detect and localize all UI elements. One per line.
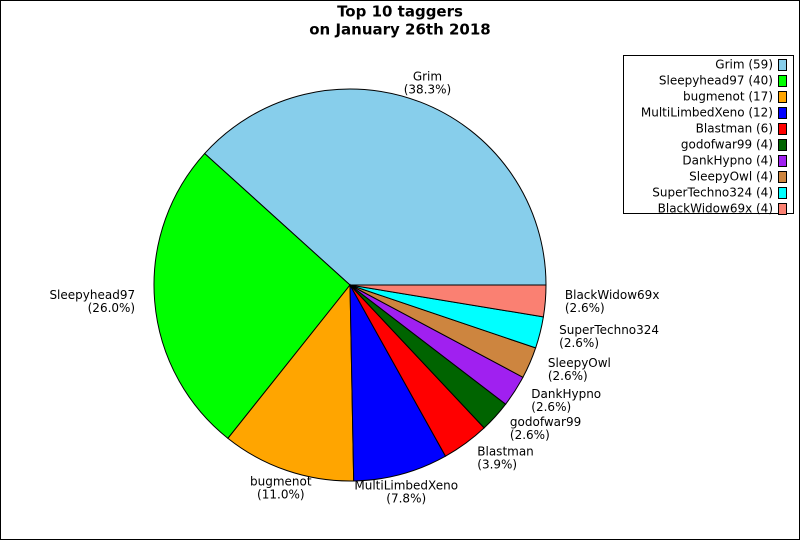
slice-percent: (38.3%) bbox=[404, 82, 451, 96]
legend-label: MultiLimbedXeno (12) bbox=[641, 106, 773, 120]
chart-subtitle: on January 26th 2018 bbox=[309, 21, 490, 39]
legend-label: BlackWidow69x (4) bbox=[658, 202, 773, 216]
slice-percent: (3.9%) bbox=[477, 458, 517, 472]
legend-label: Grim (59) bbox=[715, 58, 773, 72]
pie-slice bbox=[203, 88, 547, 286]
slice-label: MultiLimbedXeno bbox=[354, 479, 458, 493]
legend-label: DankHypno (4) bbox=[682, 154, 773, 168]
legend-swatch bbox=[778, 171, 787, 183]
legend-label: SuperTechno324 (4) bbox=[652, 186, 773, 200]
legend-swatch bbox=[778, 59, 787, 71]
legend-swatch bbox=[778, 75, 787, 87]
slice-label: Sleepyhead97 bbox=[49, 288, 135, 302]
legend-swatch bbox=[778, 107, 787, 119]
slice-label: Grim bbox=[413, 69, 442, 83]
legend-label: godofwar99 (4) bbox=[681, 138, 773, 152]
legend-swatch bbox=[778, 155, 787, 167]
legend-swatch bbox=[778, 91, 787, 103]
pie-slice bbox=[227, 283, 355, 482]
slice-label: bugmenot bbox=[250, 475, 312, 489]
slice-percent: (7.8%) bbox=[386, 492, 426, 506]
slice-label: BlackWidow69x bbox=[565, 288, 660, 302]
slice-label: DankHypno bbox=[531, 387, 601, 401]
pie-slice bbox=[349, 284, 447, 482]
slice-percent: (11.0%) bbox=[257, 488, 304, 502]
slice-percent: (26.0%) bbox=[88, 301, 135, 315]
slice-percent: (2.6%) bbox=[548, 369, 588, 383]
slice-label: SuperTechno324 bbox=[559, 323, 659, 337]
legend-label: SleepyOwl (4) bbox=[689, 170, 773, 184]
legend-swatch bbox=[778, 203, 787, 215]
legend-swatch bbox=[778, 123, 787, 135]
legend-label: bugmenot (17) bbox=[683, 90, 773, 104]
pie-slice bbox=[153, 152, 351, 440]
legend-swatch bbox=[778, 139, 787, 151]
slice-percent: (2.6%) bbox=[510, 428, 550, 442]
slice-percent: (2.6%) bbox=[559, 336, 599, 350]
pie-slice bbox=[349, 284, 547, 318]
legend-label: Sleepyhead97 (40) bbox=[659, 74, 773, 88]
chart-title: Top 10 taggers bbox=[337, 3, 463, 21]
slice-percent: (2.6%) bbox=[565, 301, 605, 315]
legend-box bbox=[623, 55, 794, 214]
legend-label: Blastman (6) bbox=[696, 122, 773, 136]
slice-label: SleepyOwl bbox=[548, 356, 611, 370]
slice-label: godofwar99 bbox=[510, 415, 581, 429]
slice-label: Blastman bbox=[477, 445, 534, 459]
legend-swatch bbox=[778, 187, 787, 199]
slice-percent: (2.6%) bbox=[531, 400, 571, 414]
